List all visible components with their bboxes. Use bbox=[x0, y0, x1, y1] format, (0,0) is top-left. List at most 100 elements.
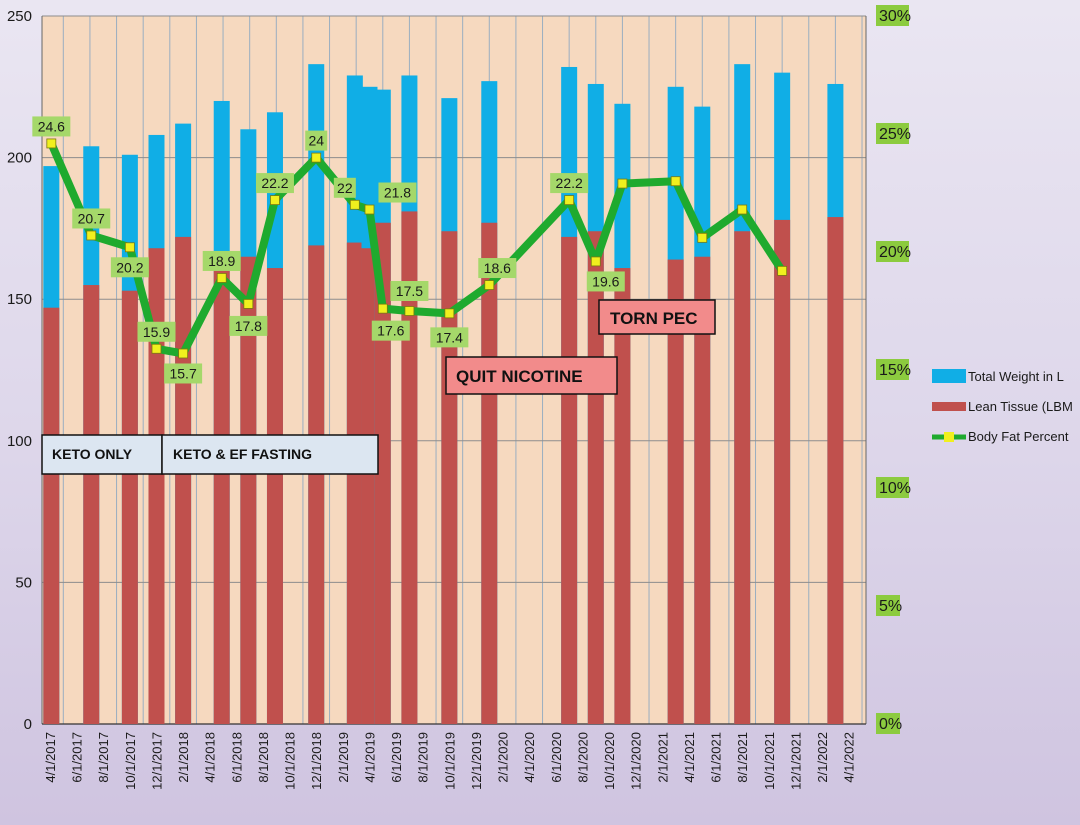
body-fat-marker bbox=[270, 195, 280, 205]
x-tick-label: 8/1/2018 bbox=[256, 732, 271, 783]
data-label-box bbox=[378, 182, 417, 203]
y-left-tick-label: 250 bbox=[7, 8, 32, 25]
data-label-box bbox=[390, 281, 429, 301]
y-right-tick-box bbox=[876, 359, 909, 380]
x-tick-label: 2/1/2021 bbox=[655, 732, 670, 783]
legend-label-total-weight: Total Weight in L bbox=[968, 369, 1064, 384]
x-tick-label: 2/1/2022 bbox=[815, 732, 830, 783]
annotation-keto-only-text: KETO ONLY bbox=[52, 446, 133, 462]
x-tick-label: 6/1/2019 bbox=[389, 732, 404, 783]
annotation-keto-ef-fasting: KETO & EF FASTING bbox=[161, 434, 379, 475]
x-tick-label: 6/1/2017 bbox=[70, 732, 85, 783]
bar-lean-tissue bbox=[175, 236, 192, 724]
data-label-box bbox=[371, 320, 410, 341]
bar-lean-tissue bbox=[587, 231, 604, 724]
body-fat-marker bbox=[178, 348, 189, 359]
data-label-box bbox=[137, 321, 176, 342]
x-tick-label: 8/1/2019 bbox=[416, 732, 431, 783]
bar-lean-tissue bbox=[308, 245, 325, 724]
body-fat-marker bbox=[670, 176, 681, 187]
y-right-tick-label: 25% bbox=[879, 126, 911, 143]
bar-lean-tissue bbox=[827, 217, 844, 724]
y-left-tick-label: 0 bbox=[24, 716, 32, 733]
x-tick-label: 8/1/2017 bbox=[96, 732, 111, 783]
legend-label-lean-tissue: Lean Tissue (LBM bbox=[968, 399, 1073, 414]
bar-lean-tissue bbox=[83, 285, 100, 724]
legend: Total Weight in L Lean Tissue (LBM Body … bbox=[932, 369, 1073, 444]
data-label: 17.5 bbox=[396, 283, 423, 299]
data-label: 24.6 bbox=[38, 118, 65, 134]
data-label-box bbox=[550, 173, 589, 194]
bar-lean-tissue bbox=[43, 307, 60, 724]
x-tick-label: 12/1/2018 bbox=[309, 732, 324, 790]
y-right-tick-box bbox=[876, 713, 900, 734]
data-label: 18.6 bbox=[484, 260, 511, 276]
body-fat-marker bbox=[364, 204, 375, 215]
bar-lean-tissue bbox=[346, 242, 363, 724]
legend-swatch-lean-tissue bbox=[932, 402, 966, 411]
data-label-box bbox=[430, 327, 469, 348]
x-tick-label: 2/1/2018 bbox=[176, 732, 191, 783]
x-tick-label: 10/1/2018 bbox=[283, 732, 298, 790]
x-tick-label: 8/1/2021 bbox=[735, 732, 750, 783]
right-axis-ticks: 0% 5% 10% 15% 20% 25% 30% bbox=[876, 5, 911, 734]
data-label-box bbox=[586, 271, 625, 292]
x-axis-ticks: 4/1/2017 6/1/2017 8/1/2017 10/1/2017 12/1/20… bbox=[43, 732, 857, 790]
data-label-box bbox=[229, 315, 268, 336]
body-fat-marker bbox=[243, 299, 254, 309]
annotation-keto-only: KETO ONLY bbox=[41, 434, 163, 475]
annotation-torn-pec: TORN PEC bbox=[598, 299, 716, 335]
annotation-quit-nicotine: QUIT NICOTINE bbox=[445, 356, 618, 395]
x-tick-label: 12/1/2019 bbox=[469, 732, 484, 790]
data-label: 15.9 bbox=[143, 324, 170, 340]
body-fat-marker bbox=[151, 343, 162, 354]
bar-lean-tissue bbox=[213, 265, 230, 724]
x-tick-label: 10/1/2021 bbox=[762, 732, 777, 790]
data-label-box bbox=[32, 116, 71, 137]
x-tick-label: 2/1/2019 bbox=[336, 732, 351, 783]
y-right-tick-label: 30% bbox=[879, 8, 911, 25]
legend-swatch-body-fat-marker bbox=[944, 432, 954, 442]
body-fat-marker bbox=[484, 280, 495, 290]
body-fat-marker bbox=[444, 308, 455, 319]
y-right-tick-label: 20% bbox=[879, 244, 911, 261]
y-right-tick-box bbox=[876, 477, 909, 498]
data-label: 18.9 bbox=[208, 253, 235, 269]
data-label-box bbox=[202, 250, 241, 271]
body-fat-marker bbox=[590, 256, 601, 267]
data-label: 22 bbox=[337, 180, 353, 196]
data-label: 19.6 bbox=[592, 273, 619, 289]
bar-lean-tissue bbox=[481, 222, 498, 724]
y-right-tick-label: 5% bbox=[879, 598, 902, 615]
bar-lean-tissue bbox=[694, 256, 711, 724]
y-right-tick-box bbox=[876, 595, 900, 616]
data-label: 22.2 bbox=[556, 175, 583, 191]
y-left-tick-label: 50 bbox=[15, 574, 32, 591]
body-fat-marker bbox=[737, 204, 748, 215]
data-label-box bbox=[164, 363, 203, 384]
x-tick-label: 6/1/2020 bbox=[549, 732, 564, 783]
y-right-tick-box bbox=[876, 123, 909, 144]
body-fat-marker bbox=[311, 152, 322, 163]
x-tick-label: 4/1/2018 bbox=[203, 732, 218, 783]
data-label: 17.8 bbox=[235, 318, 262, 334]
y-right-tick-label: 10% bbox=[879, 480, 911, 497]
x-tick-label: 10/1/2019 bbox=[442, 732, 457, 790]
bar-lean-tissue bbox=[240, 256, 257, 724]
x-tick-label: 8/1/2020 bbox=[575, 732, 590, 783]
bar-lean-tissue bbox=[441, 231, 458, 724]
x-tick-label: 4/1/2022 bbox=[842, 732, 857, 783]
bar-lean-tissue bbox=[148, 248, 165, 724]
body-fat-marker bbox=[617, 178, 628, 189]
annotation-keto-ef-fasting-text: KETO & EF FASTING bbox=[173, 446, 312, 462]
y-right-tick-label: 15% bbox=[879, 362, 911, 379]
bar-lean-tissue bbox=[614, 268, 631, 724]
data-label: 17.6 bbox=[377, 323, 404, 339]
body-fat-marker bbox=[86, 230, 97, 241]
y-left-tick-label: 100 bbox=[7, 433, 32, 450]
legend-label-body-fat: Body Fat Percent bbox=[968, 429, 1069, 444]
bar-lean-tissue bbox=[667, 259, 684, 724]
x-tick-label: 10/1/2017 bbox=[123, 732, 138, 790]
x-tick-label: 2/1/2020 bbox=[496, 732, 511, 783]
x-tick-label: 4/1/2017 bbox=[43, 732, 58, 783]
